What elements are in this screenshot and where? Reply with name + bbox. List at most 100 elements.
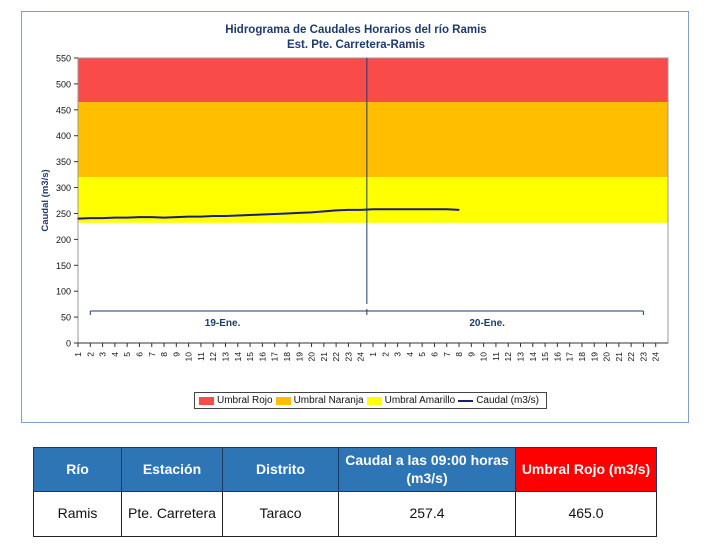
x-tick-label: 2 (85, 352, 95, 357)
y-tick-label: 0 (66, 339, 71, 349)
legend-item-caudal: Caudal (m3/s) (458, 395, 539, 406)
x-tick-label: 12 (208, 352, 218, 362)
x-tick-label: 5 (122, 352, 132, 357)
data-point (224, 215, 227, 217)
threshold-band-1 (78, 102, 668, 178)
legend-swatch-line (458, 399, 474, 402)
x-tick-label: 22 (331, 352, 341, 362)
data-point (433, 208, 436, 210)
x-tick-label: 7 (147, 352, 157, 357)
threshold-band-0 (78, 58, 668, 103)
data-point (347, 209, 350, 211)
x-tick-label: 11 (491, 352, 501, 361)
data-point (421, 208, 423, 210)
x-tick-label: 3 (393, 352, 403, 357)
x-tick-label: 18 (577, 352, 587, 362)
data-point (372, 208, 374, 210)
data-point (360, 209, 362, 211)
x-tick-label: 21 (319, 352, 329, 362)
x-tick-label: 10 (479, 352, 489, 362)
data-point (458, 209, 460, 211)
data-point (409, 208, 411, 210)
data-point (249, 214, 251, 216)
x-tick-label: 23 (638, 352, 648, 362)
x-tick-label: 6 (134, 352, 144, 357)
data-point (310, 211, 313, 214)
x-tick-label: 19 (294, 352, 304, 362)
x-tick-label: 15 (540, 352, 550, 362)
legend-item-umbral-rojo: Umbral Rojo (199, 395, 273, 406)
data-point (384, 208, 386, 210)
x-tick-label: 9 (171, 352, 181, 357)
header-rio: Río (33, 447, 122, 492)
x-tick-label: 17 (565, 352, 575, 362)
data-point (138, 216, 141, 218)
x-tick-label: 24 (356, 352, 366, 362)
data-point (396, 208, 399, 210)
series-line-caudal (77, 208, 460, 220)
y-tick-label: 400 (56, 131, 71, 141)
data-point (200, 215, 202, 218)
x-tick-label: 5 (417, 352, 427, 357)
x-tick-label: 19 (589, 352, 599, 362)
x-tick-label: 14 (528, 352, 538, 362)
legend-label: Umbral Amarillo (384, 395, 456, 406)
x-tick-label: 6 (429, 352, 439, 357)
data-point (286, 212, 288, 215)
legend-label: Caudal (m3/s) (476, 395, 539, 406)
x-tick-label: 4 (405, 352, 415, 357)
station-table: Río Estación Distrito Caudal a las 09:00… (33, 447, 657, 537)
legend-label: Umbral Naranja (293, 395, 364, 406)
x-tick-label: 13 (516, 352, 526, 362)
y-tick-label: 450 (56, 105, 71, 115)
x-tick-label: 21 (614, 352, 624, 362)
legend-swatch-orange (275, 396, 291, 405)
y-axis-label: Caudal (m3/s) (40, 169, 51, 231)
day-label: 19-Ene. (205, 318, 241, 329)
data-point (151, 216, 153, 218)
cell-distrito: Taraco (222, 491, 339, 537)
chart-title: Hidrograma de Caudales Horarios del río … (225, 24, 487, 36)
chart-legend: Umbral Rojo Umbral Naranja Umbral Amaril… (194, 392, 547, 409)
data-point (323, 210, 325, 212)
x-tick-label: 9 (466, 352, 476, 357)
data-point (101, 217, 104, 219)
y-tick-label: 150 (56, 261, 71, 271)
data-point (126, 217, 128, 219)
x-tick-label: 14 (233, 352, 243, 362)
legend-swatch-red (199, 396, 214, 405)
y-tick-label: 50 (61, 313, 71, 323)
x-tick-label: 15 (245, 352, 255, 362)
x-tick-label: 13 (221, 352, 231, 362)
data-point (212, 215, 214, 217)
chart-subtitle: Est. Pte. Carretera-Ramis (286, 39, 426, 51)
data-point (237, 214, 239, 217)
x-tick-label: 2 (380, 352, 390, 357)
x-tick-label: 1 (368, 352, 378, 357)
legend-label: Umbral Rojo (217, 395, 273, 406)
x-tick-label: 16 (257, 352, 267, 362)
x-tick-label: 17 (270, 352, 280, 362)
data-point (446, 208, 448, 210)
legend-item-umbral-amarillo: Umbral Amarillo (366, 395, 456, 406)
threshold-band-2 (78, 177, 668, 223)
chart-container: Hidrograma de Caudales Horarios del río … (21, 11, 689, 423)
x-tick-label: 18 (282, 352, 292, 362)
data-point (335, 209, 337, 211)
data-point (77, 218, 79, 220)
data-point (188, 215, 190, 218)
data-point (261, 213, 263, 216)
x-tick-label: 22 (626, 352, 636, 362)
data-point (175, 216, 177, 218)
legend-swatch-yellow (366, 396, 382, 405)
x-tick-label: 4 (110, 352, 120, 357)
x-tick-label: 8 (159, 352, 169, 357)
data-point (274, 213, 276, 215)
x-tick-label: 20 (602, 352, 612, 362)
legend-item-umbral-naranja: Umbral Naranja (275, 395, 364, 406)
header-umbral-rojo: Umbral Rojo (m3/s) (515, 447, 657, 492)
x-tick-label: 23 (343, 352, 353, 362)
x-tick-label: 8 (454, 352, 464, 357)
x-tick-label: 12 (503, 352, 513, 362)
header-caudal: Caudal a las 09:00 horas (m3/s) (338, 447, 516, 492)
